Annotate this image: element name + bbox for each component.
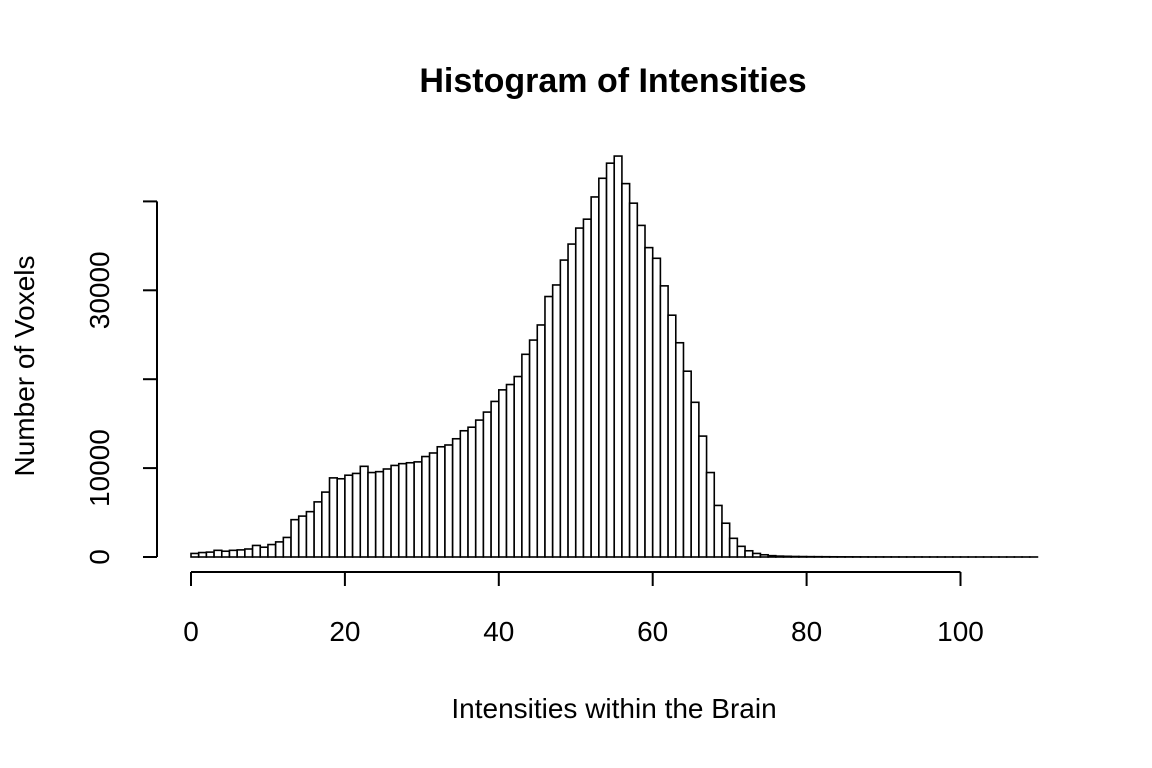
- histogram-bar: [567, 243, 577, 558]
- histogram-bar: [690, 401, 700, 558]
- histogram-bar: [551, 284, 562, 558]
- histogram-bar: [698, 435, 708, 558]
- histogram-bar: [644, 246, 654, 558]
- x-tick-label: 0: [183, 616, 199, 647]
- histogram-bar: [290, 518, 300, 558]
- histogram-bar: [459, 429, 469, 558]
- x-tick-label: 80: [791, 616, 822, 647]
- histogram-bar: [305, 510, 315, 558]
- x-tick-label: 100: [937, 616, 984, 647]
- histogram-bar: [505, 383, 515, 558]
- histogram-bars: [190, 155, 1039, 558]
- x-tick-label: 20: [329, 616, 360, 647]
- histogram-bar: [313, 501, 323, 558]
- histogram-bar: [297, 515, 308, 558]
- histogram-bar: [190, 552, 200, 558]
- histogram-bar: [775, 555, 785, 558]
- histogram-bar: [428, 452, 439, 558]
- histogram-bar: [374, 470, 385, 558]
- histogram-bar: [513, 375, 523, 558]
- histogram-bar: [736, 545, 746, 558]
- histogram-bar: [390, 464, 400, 558]
- histogram-bar: [651, 257, 662, 558]
- histogram-bar: [228, 549, 238, 558]
- histogram-bar: [536, 324, 546, 558]
- histogram-bar: [213, 549, 223, 558]
- histogram-bar: [413, 461, 423, 558]
- histogram-bar: [274, 541, 285, 558]
- histogram-bar: [467, 426, 477, 558]
- histogram-bar: [713, 504, 723, 558]
- histogram-bar: [321, 491, 331, 558]
- histogram-bar: [444, 444, 454, 558]
- histogram-bar: [728, 537, 739, 558]
- y-tick-label: 30000: [84, 251, 115, 329]
- histogram-bar: [367, 471, 377, 558]
- histogram-bar: [613, 155, 623, 558]
- histogram-bar: [267, 543, 277, 558]
- y-tick-label: 0: [84, 549, 115, 565]
- histogram-bar: [251, 544, 262, 558]
- histogram-bar: [359, 465, 369, 558]
- histogram-bar: [405, 461, 415, 558]
- histogram-bar: [559, 259, 569, 558]
- x-axis: 0 20 40 60 80 100: [183, 571, 984, 647]
- histogram-bar: [244, 548, 254, 558]
- histogram-bar: [259, 546, 269, 558]
- histogram-bar: [667, 314, 677, 558]
- histogram-bar: [705, 471, 716, 558]
- histogram-bar: [336, 477, 346, 558]
- histogram-bar: [497, 389, 508, 558]
- histogram-bar: [236, 549, 246, 558]
- chart-title: Histogram of Intensities: [419, 62, 806, 100]
- histogram-bar: [759, 553, 769, 558]
- histogram-bar: [674, 341, 685, 558]
- histogram-bar: [590, 196, 600, 558]
- histogram-bar: [474, 419, 485, 558]
- histogram-bar: [382, 468, 392, 558]
- histogram-bar: [682, 370, 692, 558]
- y-axis: 0 10000 30000: [84, 200, 158, 565]
- histogram-bar: [521, 353, 531, 558]
- histogram-bar: [282, 536, 292, 558]
- histogram-bar: [621, 182, 631, 558]
- histogram-bar: [197, 551, 208, 558]
- histogram-bar: [205, 551, 215, 558]
- histogram-bar: [490, 400, 500, 558]
- histogram-bar: [790, 555, 800, 558]
- histogram-bar: [482, 411, 492, 558]
- histogram-bar: [598, 177, 608, 558]
- histogram-bar: [220, 550, 231, 558]
- histogram-bar: [421, 455, 431, 558]
- histogram-bar: [574, 227, 585, 558]
- x-axis-title: Intensities within the Brain: [451, 693, 776, 724]
- histogram-bar: [767, 554, 777, 558]
- histogram-bar: [451, 437, 462, 558]
- histogram-bar: [328, 477, 339, 558]
- histogram-bar: [628, 202, 639, 558]
- histogram-bar: [782, 555, 793, 558]
- histogram-bar: [544, 295, 554, 558]
- histogram-bar: [636, 224, 646, 558]
- histogram-bar: [582, 218, 592, 558]
- histogram-bar: [351, 472, 362, 558]
- y-tick-label: 10000: [84, 429, 115, 507]
- histogram-bar: [528, 339, 539, 558]
- histogram-bar: [397, 462, 408, 558]
- histogram-bar: [751, 552, 762, 558]
- histogram-bar: [721, 522, 731, 558]
- histogram-bar: [344, 474, 354, 558]
- x-tick-label: 40: [483, 616, 514, 647]
- histogram-bar: [744, 549, 754, 558]
- histogram-bar: [436, 445, 446, 558]
- x-tick-label: 60: [637, 616, 668, 647]
- histogram-bar: [659, 285, 669, 558]
- y-axis-title: Number of Voxels: [9, 256, 40, 477]
- histogram-bar: [605, 162, 616, 558]
